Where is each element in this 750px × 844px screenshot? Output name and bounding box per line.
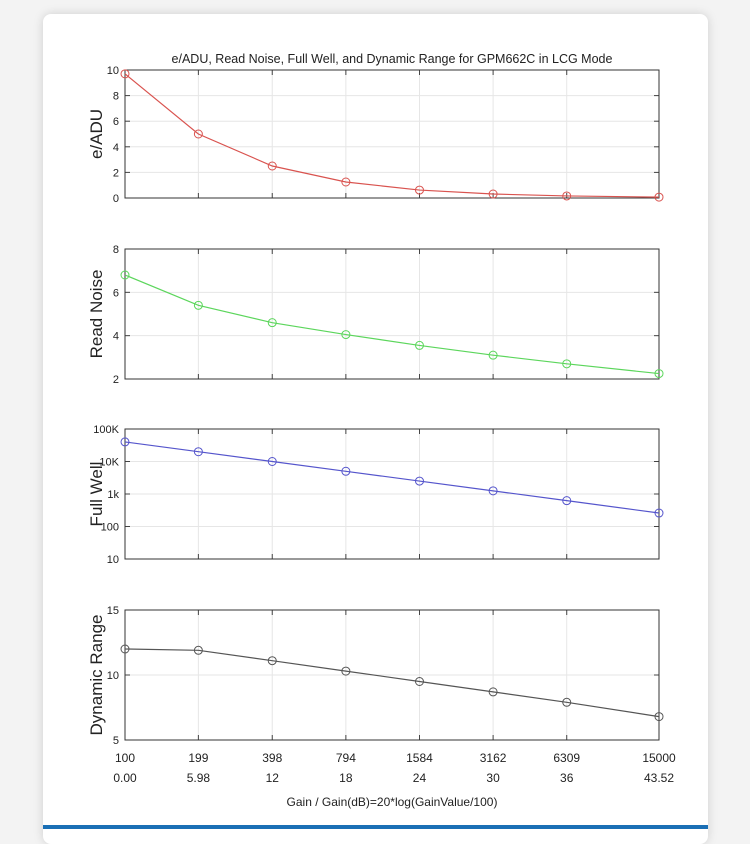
plot-frame: [124, 609, 660, 741]
series-line: [124, 274, 660, 375]
x-tick-label-db: 36: [560, 771, 574, 785]
y-axis-label: Full Well: [87, 462, 106, 527]
y-tick-label: 4: [113, 331, 119, 343]
data-point: [341, 666, 351, 676]
data-point: [341, 466, 351, 476]
chart-title: e/ADU, Read Noise, Full Well, and Dynami…: [172, 52, 613, 66]
x-tick-label-gain: 794: [336, 751, 356, 765]
y-tick-label: 10: [107, 65, 119, 77]
plot-frame: [124, 69, 660, 199]
data-point: [414, 677, 424, 686]
x-tick-label-db: 30: [486, 771, 500, 785]
x-tick-label-gain: 3162: [480, 751, 507, 765]
data-point: [414, 340, 424, 350]
data-point: [488, 189, 498, 199]
x-tick-label-gain: 1584: [406, 751, 433, 765]
data-point: [414, 476, 424, 486]
data-point: [193, 447, 203, 457]
y-tick-label: 10K: [99, 457, 119, 469]
data-point: [267, 457, 277, 466]
data-point: [120, 270, 130, 280]
y-tick-label: 4: [113, 142, 119, 154]
plot-frame: [124, 248, 660, 380]
data-point: [488, 486, 498, 496]
x-tick-label-db: 12: [266, 771, 280, 785]
data-point: [414, 185, 424, 195]
data-point: [562, 697, 572, 707]
y-tick-label: 6: [113, 116, 119, 128]
x-tick-label-db: 0.00: [113, 771, 137, 785]
data-point: [341, 330, 351, 340]
x-tick-label-db: 43.52: [644, 771, 674, 785]
x-tick-label-gain: 199: [188, 751, 208, 765]
data-point: [193, 300, 203, 310]
data-point: [654, 712, 664, 722]
y-tick-label: 5: [113, 735, 119, 747]
data-point: [488, 687, 498, 697]
series-line: [124, 441, 660, 514]
data-point: [193, 645, 203, 655]
data-point: [562, 359, 572, 369]
data-point: [267, 318, 277, 328]
x-tick-label-db: 24: [413, 771, 427, 785]
series-line: [124, 648, 660, 718]
plot-frame: [124, 428, 660, 560]
y-tick-label: 1k: [107, 489, 119, 501]
data-point: [341, 177, 351, 187]
data-point: [654, 508, 664, 518]
y-tick-label: 2: [113, 167, 119, 179]
y-tick-label: 100K: [93, 424, 119, 436]
y-tick-label: 8: [113, 91, 119, 103]
data-point: [562, 191, 572, 201]
data-point: [193, 129, 203, 139]
x-tick-label-gain: 398: [262, 751, 282, 765]
data-point: [120, 644, 130, 654]
y-tick-label: 15: [107, 605, 119, 617]
y-tick-label: 2: [113, 374, 119, 386]
data-point: [654, 369, 664, 379]
y-tick-label: 6: [113, 287, 119, 299]
data-point: [488, 350, 498, 360]
x-tick-label-db: 5.98: [187, 771, 211, 785]
data-point: [120, 437, 130, 447]
y-tick-label: 8: [113, 244, 119, 256]
data-point: [562, 496, 572, 506]
x-tick-label-gain: 100: [115, 751, 135, 765]
data-point: [267, 161, 277, 171]
x-tick-label-gain: 6309: [553, 751, 580, 765]
series-line: [124, 73, 660, 198]
data-point: [120, 69, 130, 79]
y-axis-label: e/ADU: [87, 109, 106, 159]
y-tick-label: 0: [113, 193, 119, 205]
y-tick-label: 10: [107, 670, 119, 682]
y-axis-label: Dynamic Range: [87, 615, 106, 736]
y-axis-label: Read Noise: [87, 270, 106, 359]
x-tick-label-gain: 15000: [642, 751, 676, 765]
data-point: [654, 192, 664, 202]
y-tick-label: 10: [107, 554, 119, 566]
x-tick-label-db: 18: [339, 771, 353, 785]
x-axis-label: Gain / Gain(dB)=20*log(GainValue/100): [287, 795, 498, 809]
y-tick-label: 100: [101, 522, 119, 534]
data-point: [267, 656, 277, 666]
footer-bar: [43, 825, 708, 829]
